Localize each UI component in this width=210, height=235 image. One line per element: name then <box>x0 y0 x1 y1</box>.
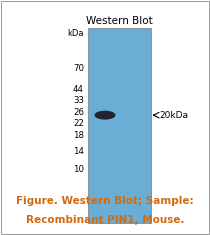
Ellipse shape <box>94 111 116 120</box>
Bar <box>88 28 151 223</box>
Text: 18: 18 <box>73 131 84 140</box>
Text: 44: 44 <box>73 85 84 94</box>
Text: 22: 22 <box>73 119 84 128</box>
Text: Figure. Western Blot; Sample:: Figure. Western Blot; Sample: <box>16 196 194 206</box>
Text: 20kDa: 20kDa <box>160 111 189 120</box>
Text: Recombinant PIN1, Mouse.: Recombinant PIN1, Mouse. <box>26 215 184 225</box>
Text: Western Blot: Western Blot <box>86 16 153 26</box>
Text: 70: 70 <box>73 64 84 73</box>
Text: 14: 14 <box>73 147 84 156</box>
Text: 26: 26 <box>73 108 84 117</box>
Text: kDa: kDa <box>67 29 84 38</box>
Text: 10: 10 <box>73 164 84 173</box>
Text: 33: 33 <box>73 96 84 106</box>
